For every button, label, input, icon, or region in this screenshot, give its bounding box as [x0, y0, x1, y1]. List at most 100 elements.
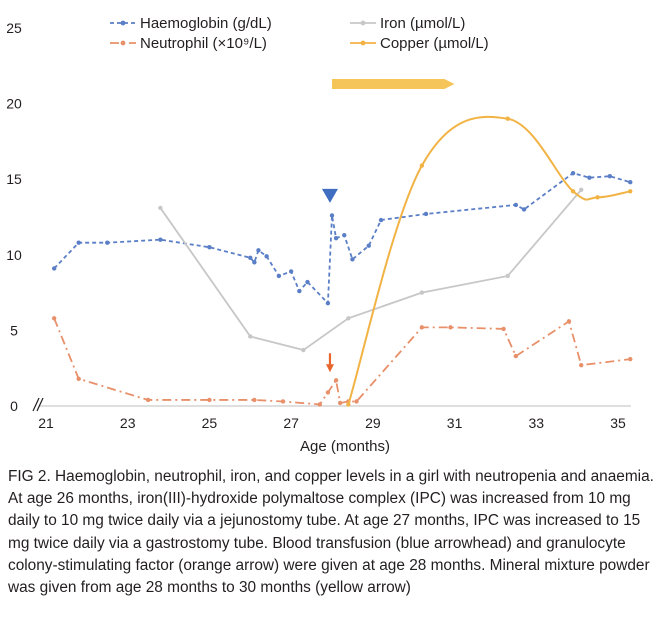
legend-label: Neutrophil (×10⁹/L) [140, 35, 267, 52]
y-tick-label: 20 [6, 96, 22, 112]
series-line [53, 317, 631, 406]
data-point [366, 243, 371, 248]
annotation-layer [321, 78, 455, 373]
data-point [51, 266, 57, 271]
series-3 [346, 115, 633, 407]
y-axis-ticks: 0 5 10 15 20 25 [6, 20, 22, 414]
legend: Haemoglobin (g/dL) Neutrophil (×10⁹/L) Iro… [110, 15, 489, 52]
data-point [566, 319, 572, 324]
x-tick-label: 25 [202, 415, 218, 431]
data-point [628, 180, 633, 185]
x-tick-label: 33 [528, 415, 544, 431]
data-point [448, 325, 453, 330]
data-point [325, 300, 331, 306]
data-point [505, 273, 510, 279]
x-tick-label: 23 [120, 415, 136, 431]
y-tick-label: 25 [6, 20, 22, 36]
data-point [76, 376, 81, 381]
data-point [305, 279, 310, 285]
data-point [570, 189, 576, 194]
data-point [570, 170, 576, 176]
x-tick-label: 21 [38, 415, 54, 431]
data-point [342, 232, 347, 238]
data-point [207, 397, 212, 403]
series-2 [158, 187, 584, 353]
data-point [419, 325, 425, 330]
data-point [158, 205, 163, 211]
data-point [346, 316, 351, 321]
data-point [513, 202, 519, 208]
data-point [252, 397, 257, 403]
x-tick-label: 29 [365, 415, 381, 431]
data-point [51, 316, 57, 321]
data-point [325, 390, 331, 395]
data-point [423, 211, 429, 217]
figure-caption: FIG 2. Haemoglobin, neutrophil, iron, an… [8, 468, 654, 597]
x-tick-label: 35 [610, 415, 626, 431]
legend-item: Copper (µmol/L) [350, 35, 489, 52]
data-point [419, 163, 425, 168]
legend-marker [360, 20, 366, 26]
series-line [159, 189, 582, 352]
data-point [346, 402, 351, 407]
legend-marker [120, 20, 126, 26]
series-line [53, 172, 631, 306]
x-axis-title: Age (months) [300, 438, 390, 455]
data-point [354, 399, 359, 404]
data-point [628, 189, 633, 194]
data-point [513, 353, 519, 359]
legend-item: Haemoglobin (g/dL) [110, 15, 272, 32]
mineral-powder-arrow-icon [332, 78, 455, 89]
data-point [595, 195, 600, 200]
data-point [145, 397, 151, 403]
x-axis-ticks: 21 23 25 27 29 31 33 35 [38, 415, 626, 431]
data-point [158, 237, 163, 242]
chart: 0 5 10 15 20 25 21 23 25 27 29 31 33 35 Haemoglobin … [6, 15, 633, 455]
data-point [301, 347, 306, 353]
legend-label: Iron (µmol/L) [380, 15, 465, 32]
x-tick-label: 27 [283, 415, 299, 431]
data-point [280, 399, 286, 404]
data-point [329, 213, 335, 218]
legend-marker [360, 40, 366, 46]
data-point [276, 273, 282, 279]
series-1 [51, 316, 633, 407]
legend-marker [120, 40, 126, 46]
data-point [248, 334, 253, 339]
data-point [256, 248, 261, 253]
data-point [579, 362, 584, 368]
data-point [579, 187, 584, 192]
data-point [248, 255, 253, 261]
x-tick-label: 31 [447, 415, 463, 431]
series-line [347, 115, 631, 405]
legend-label: Haemoglobin (g/dL) [140, 15, 272, 32]
data-point [317, 402, 322, 407]
data-point [207, 245, 212, 250]
y-tick-label: 5 [10, 322, 18, 338]
series-layer [51, 115, 633, 407]
x-axis [32, 397, 631, 412]
data-point [505, 116, 510, 121]
data-point [337, 400, 343, 406]
y-tick-label: 0 [10, 398, 18, 414]
data-point [105, 240, 110, 245]
data-point [333, 378, 339, 383]
data-point [587, 175, 592, 180]
y-tick-label: 10 [6, 247, 22, 263]
data-point [288, 269, 294, 274]
transfusion-arrowhead-icon [321, 188, 338, 203]
data-point [264, 254, 269, 259]
data-point [333, 235, 339, 241]
legend-item: Iron (µmol/L) [350, 15, 465, 32]
data-point [76, 240, 81, 245]
data-point [297, 288, 302, 294]
axis-break-icon [32, 397, 44, 412]
data-point [628, 356, 633, 362]
data-point [607, 173, 613, 179]
data-point [378, 217, 384, 223]
y-tick-label: 15 [6, 171, 22, 187]
series-0 [51, 170, 633, 306]
legend-item: Neutrophil (×10⁹/L) [110, 35, 267, 52]
gcsf-arrow-icon [325, 353, 334, 373]
data-point [252, 260, 257, 265]
